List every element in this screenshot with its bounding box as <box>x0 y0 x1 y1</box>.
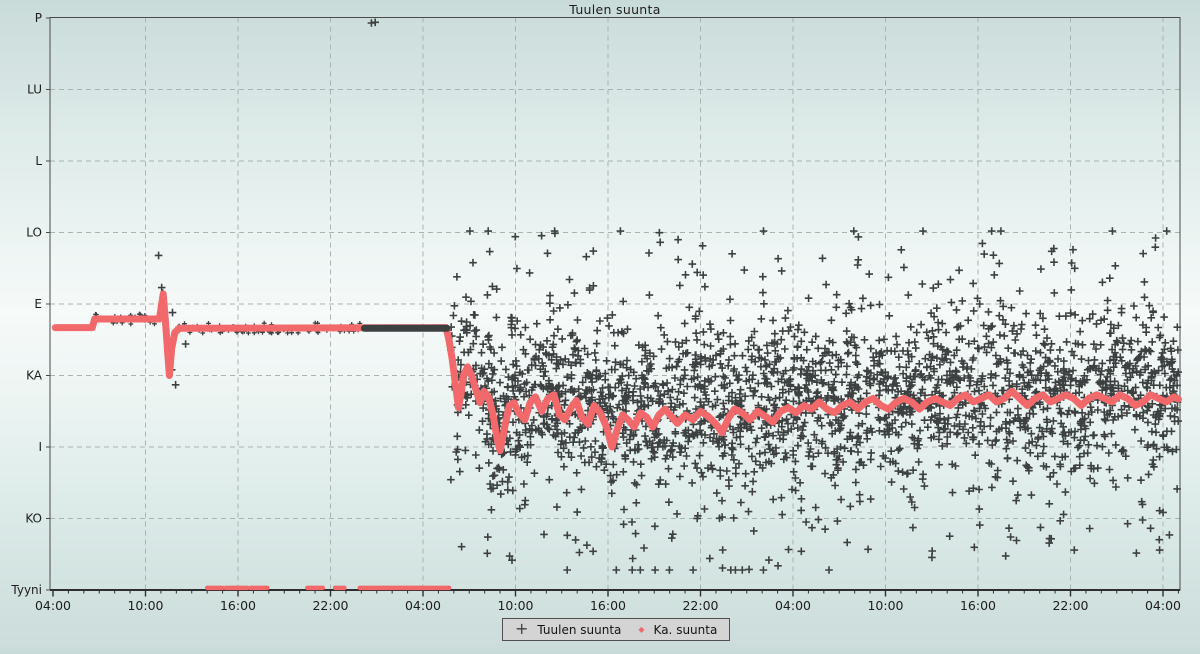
average-direction-line <box>51 290 1182 455</box>
legend-label-average-direction: Ka. suunta <box>653 622 718 637</box>
chart-legend: + Tuulen suunta ◆ Ka. suunta <box>502 618 731 641</box>
x-axis-label: 16:00 <box>220 598 256 613</box>
y-axis-label: P <box>35 11 42 25</box>
plot-border <box>49 17 1181 591</box>
y-axis-label: I <box>38 440 42 454</box>
x-axis-label: 04:00 <box>35 598 71 613</box>
x-axis-label: 22:00 <box>1052 598 1088 613</box>
y-axis-label: Tyyni <box>10 583 42 597</box>
y-axis-label: LU <box>27 83 42 97</box>
x-axis-label: 04:00 <box>1145 598 1181 613</box>
x-axis-label: 04:00 <box>775 598 811 613</box>
x-axis-label: 10:00 <box>497 598 533 613</box>
diamond-marker-icon: ◆ <box>638 624 645 634</box>
y-axis-label: E <box>34 297 42 311</box>
y-axis-label: L <box>35 154 42 168</box>
chart-title: Tuulen suunta <box>569 2 661 17</box>
plus-marker-icon: + <box>515 618 529 638</box>
x-axis-label: 16:00 <box>960 598 996 613</box>
x-axis-label: 10:00 <box>127 598 163 613</box>
scatter-points <box>154 18 1182 574</box>
x-axis-label: 22:00 <box>682 598 718 613</box>
y-axis-label: KA <box>26 369 43 383</box>
legend-label-wind-direction: Tuulen suunta <box>537 622 622 637</box>
y-axis-label: LO <box>26 226 42 240</box>
line-tick-points <box>93 289 363 374</box>
x-axis-label: 16:00 <box>590 598 626 613</box>
x-axis-label: 04:00 <box>405 598 441 613</box>
x-axis-label: 10:00 <box>867 598 903 613</box>
y-axis-label: KO <box>25 512 42 526</box>
x-axis-label: 22:00 <box>312 598 348 613</box>
